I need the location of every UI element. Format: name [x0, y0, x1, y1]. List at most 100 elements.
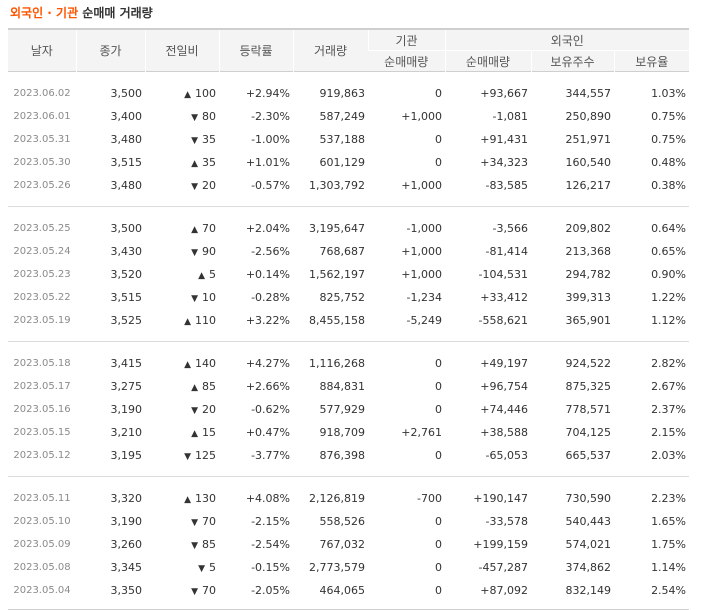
row-institution-net: 0 [435, 87, 442, 100]
row-close: 3,520 [110, 268, 143, 281]
row-change-value: 35 [202, 156, 216, 169]
col-foreign-hold-header: 보유주수 [530, 50, 614, 72]
triangle-up-icon: ▲ [191, 429, 198, 439]
row-volume: 587,249 [319, 110, 366, 123]
row-change-value: 70 [202, 584, 216, 597]
row-institution-net: 0 [435, 584, 442, 597]
row-change-value: 85 [202, 380, 216, 393]
row-close: 3,260 [110, 538, 143, 551]
row-change-value: 35 [202, 133, 216, 146]
row-institution-net: +2,761 [401, 426, 442, 439]
row-volume: 558,526 [319, 515, 366, 528]
row-foreign-net: +91,431 [480, 133, 528, 146]
row-date: 2023.05.23 [13, 269, 71, 280]
row-date: 2023.05.12 [13, 450, 71, 461]
triangle-down-icon: ▼ [191, 406, 198, 416]
row-foreign-ratio: 0.65% [651, 245, 687, 258]
row-foreign-net: -33,578 [485, 515, 528, 528]
row-foreign-ratio: 1.14% [651, 561, 687, 574]
row-foreign-hold: 399,313 [565, 291, 612, 304]
trading-table: 날자 종가 전일비 등락률 거래량 기관 외국인 순매매량 순매매량 보유주수 … [8, 28, 690, 610]
row-rate: -1.00% [251, 133, 290, 146]
row-volume: 768,687 [319, 245, 366, 258]
row-change: ▼ 80 [145, 105, 219, 128]
row-change: ▲ 70 [145, 217, 219, 240]
row-foreign-ratio: 2.67% [651, 380, 687, 393]
triangle-down-icon: ▼ [191, 541, 198, 551]
row-foreign-ratio: 0.64% [651, 222, 687, 235]
row-foreign-net: +87,092 [480, 584, 528, 597]
col-foreign-header: 외국인 [444, 29, 690, 51]
table-row: 2023.05.08 3,345 ▼ 5 -0.15% 2,773,579 0 -457,28… [8, 556, 689, 579]
row-foreign-net: -558,621 [478, 314, 528, 327]
row-change: ▼ 70 [145, 579, 219, 602]
row-foreign-ratio: 2.82% [651, 357, 687, 370]
row-close: 3,480 [110, 179, 143, 192]
row-rate: +4.08% [245, 492, 290, 505]
row-foreign-hold: 574,021 [565, 538, 612, 551]
row-volume: 577,929 [319, 403, 366, 416]
row-close: 3,320 [110, 492, 143, 505]
row-change: ▲ 130 [145, 487, 219, 510]
row-volume: 876,398 [319, 449, 366, 462]
row-institution-net: -1,234 [406, 291, 442, 304]
row-institution-net: -5,249 [406, 314, 442, 327]
row-foreign-hold: 126,217 [565, 179, 612, 192]
row-foreign-net: +34,323 [480, 156, 528, 169]
row-close: 3,350 [110, 584, 143, 597]
triangle-up-icon: ▲ [191, 159, 198, 169]
row-foreign-ratio: 0.75% [651, 133, 687, 146]
table-header: 날자 종가 전일비 등락률 거래량 기관 외국인 순매매량 순매매량 보유주수 … [8, 29, 690, 72]
row-change: ▼ 125 [145, 444, 219, 467]
row-volume: 919,863 [319, 87, 366, 100]
col-foreign-ratio-header: 보유율 [613, 50, 690, 72]
row-change: ▼ 35 [145, 128, 219, 151]
row-date: 2023.05.24 [13, 246, 71, 257]
table-row: 2023.05.30 3,515 ▲ 35 +1.01% 601,129 0 +34,323 1… [8, 151, 689, 174]
table-row: 2023.05.12 3,195 ▼ 125 -3.77% 876,398 0 -65,053… [8, 444, 689, 467]
row-institution-net: 0 [435, 449, 442, 462]
row-date: 2023.05.19 [13, 315, 71, 326]
row-close: 3,480 [110, 133, 143, 146]
table-row: 2023.05.26 3,480 ▼ 20 -0.57% 1,303,792 +1,000 -… [8, 174, 689, 197]
row-volume: 464,065 [319, 584, 366, 597]
row-volume: 884,831 [319, 380, 366, 393]
row-change: ▼ 10 [145, 286, 219, 309]
table-row: 2023.05.18 3,415 ▲ 140 +4.27% 1,116,268 0 +49,1… [8, 352, 689, 375]
row-date: 2023.05.26 [13, 180, 71, 191]
row-institution-net: +1,000 [401, 110, 442, 123]
row-volume: 1,562,197 [309, 268, 365, 281]
row-foreign-ratio: 1.65% [651, 515, 687, 528]
row-close: 3,525 [110, 314, 143, 327]
group-divider [8, 197, 690, 207]
col-institution-header: 기관 [367, 29, 445, 51]
row-date: 2023.05.31 [13, 134, 71, 145]
divider-cell [8, 467, 690, 477]
row-date: 2023.05.04 [13, 585, 71, 596]
row-foreign-net: +38,588 [480, 426, 528, 439]
row-date: 2023.05.22 [13, 292, 71, 303]
row-date: 2023.05.16 [13, 404, 71, 415]
row-foreign-net: +33,412 [480, 291, 528, 304]
group-gap [8, 207, 689, 218]
row-change: ▲ 35 [145, 151, 219, 174]
table-body: 2023.06.02 3,500 ▲ 100 +2.94% 919,863 0 +93,667… [8, 72, 690, 610]
row-foreign-ratio: 0.90% [651, 268, 687, 281]
row-change: ▼ 20 [145, 174, 219, 197]
row-date: 2023.05.30 [13, 157, 71, 168]
row-institution-net: -700 [417, 492, 442, 505]
row-foreign-hold: 778,571 [565, 403, 612, 416]
row-change-value: 5 [209, 268, 216, 281]
panel-title-highlight: 외국인 · 기관 [10, 6, 79, 20]
row-close: 3,500 [110, 222, 143, 235]
table-row: 2023.05.09 3,260 ▼ 85 -2.54% 767,032 0 +199,159… [8, 533, 689, 556]
table-row: 2023.05.24 3,430 ▼ 90 -2.56% 768,687 +1,000 -81… [8, 240, 689, 263]
row-foreign-hold: 540,443 [565, 515, 612, 528]
table-row: 2023.05.10 3,190 ▼ 70 -2.15% 558,526 0 -33,578 5… [8, 510, 689, 533]
row-foreign-ratio: 1.03% [651, 87, 687, 100]
row-foreign-ratio: 1.75% [651, 538, 687, 551]
row-foreign-hold: 294,782 [565, 268, 612, 281]
row-date: 2023.05.18 [13, 358, 71, 369]
row-date: 2023.05.09 [13, 539, 71, 550]
